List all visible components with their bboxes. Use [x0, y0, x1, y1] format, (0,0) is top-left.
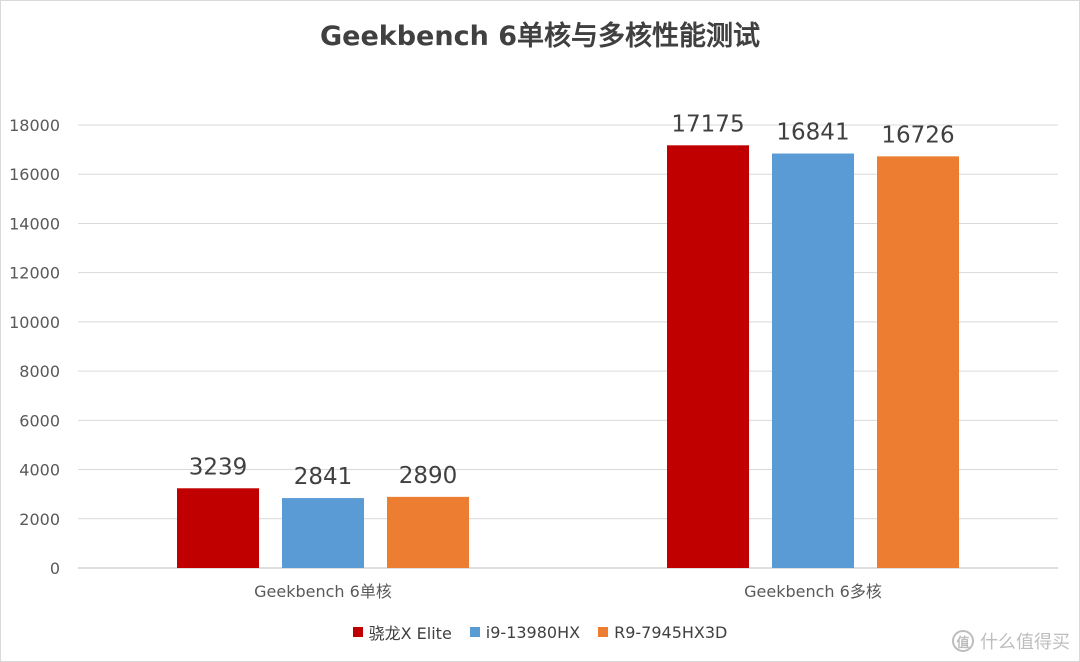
y-tick-label: 18000 [9, 116, 60, 135]
legend-item: 骁龙X Elite [352, 620, 452, 644]
legend-item: i9-13980HX [469, 620, 581, 644]
legend-swatch [469, 627, 480, 637]
data-labels: 3239 2841 2890 17175 16841 16726 [189, 111, 955, 490]
data-label: 2841 [294, 464, 353, 490]
data-label: 16726 [881, 122, 954, 148]
data-label: 16841 [776, 120, 849, 146]
data-label: 2890 [399, 463, 458, 489]
legend: 骁龙X Elite i9-13980HX R9-7945HX3D [0, 620, 1080, 644]
watermark-logo-icon: 值 [952, 630, 974, 652]
legend-label: R9-7945HX3D [614, 622, 728, 642]
bar [772, 153, 854, 568]
bar [177, 488, 259, 568]
y-tick-label: 14000 [9, 214, 60, 233]
legend-swatch [598, 627, 609, 637]
chart-title: Geekbench 6单核与多核性能测试 [319, 21, 760, 52]
bars [177, 145, 959, 568]
legend-item: R9-7945HX3D [598, 620, 727, 644]
y-tick-label: 4000 [19, 461, 60, 480]
legend-swatch [352, 627, 363, 637]
bar [282, 498, 364, 568]
legend-label: i9-13980HX [485, 622, 581, 642]
bar [387, 496, 469, 568]
data-label: 17175 [671, 111, 744, 137]
y-tick-label: 12000 [9, 264, 60, 283]
data-label: 3239 [189, 454, 248, 480]
bar [877, 156, 959, 568]
y-tick-label: 10000 [9, 313, 60, 332]
x-axis-ticks: Geekbench 6单核 Geekbench 6多核 [254, 582, 882, 601]
x-tick-label: Geekbench 6单核 [254, 582, 392, 601]
y-tick-label: 16000 [9, 165, 60, 184]
y-tick-label: 8000 [19, 362, 60, 381]
x-tick-label: Geekbench 6多核 [744, 582, 882, 601]
y-axis-ticks: 0 2000 4000 6000 8000 10000 12000 14000 16000 180… [9, 116, 60, 578]
watermark: 值 什么值得买 [952, 628, 1070, 654]
bar [667, 145, 749, 568]
legend-label: 骁龙X Elite [368, 624, 452, 643]
watermark-text: 什么值得买 [980, 632, 1070, 653]
y-tick-label: 2000 [19, 510, 60, 529]
y-tick-label: 6000 [19, 411, 60, 430]
y-tick-label: 0 [50, 559, 60, 578]
